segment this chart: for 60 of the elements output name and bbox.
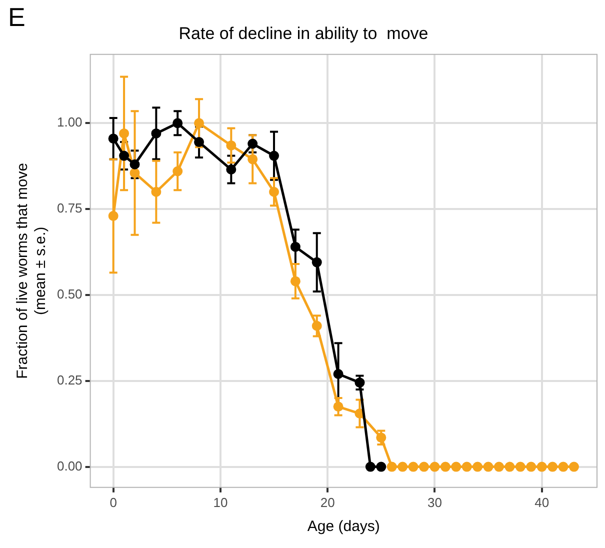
point	[333, 368, 344, 379]
point	[472, 462, 483, 472]
point	[130, 168, 140, 178]
point	[194, 118, 204, 128]
point	[151, 186, 162, 197]
point	[194, 137, 204, 148]
point	[226, 140, 236, 150]
point	[269, 186, 280, 197]
point	[290, 276, 300, 286]
point	[376, 432, 386, 443]
x-tick-label: 10	[213, 494, 228, 510]
point	[119, 128, 130, 138]
x-tick-label: 40	[534, 494, 550, 510]
y-axis-title: Fraction of live worms that move (mean ± s.e.)	[14, 162, 50, 379]
point	[418, 462, 429, 472]
point	[119, 150, 130, 161]
point	[515, 462, 526, 472]
point	[354, 378, 365, 388]
point	[172, 118, 183, 128]
point	[526, 462, 536, 472]
x-axis-title: Age (days)	[307, 518, 380, 536]
y-tick-label: 0.25	[56, 372, 82, 388]
text: E	[8, 2, 26, 33]
point	[108, 210, 118, 221]
y-tick-label: 0.50	[56, 286, 82, 302]
y-tick-label: 1.00	[56, 114, 82, 130]
y-tick-label: 0.00	[56, 458, 82, 474]
point	[130, 159, 140, 170]
point	[398, 462, 408, 472]
point	[172, 166, 183, 176]
x-tick-label: 30	[427, 494, 442, 510]
point	[430, 462, 440, 472]
point	[151, 128, 162, 138]
point	[108, 134, 118, 144]
point	[494, 462, 504, 472]
point	[451, 462, 462, 472]
point	[440, 462, 450, 472]
point	[248, 138, 258, 149]
point	[483, 462, 494, 472]
point	[536, 462, 547, 472]
point	[290, 242, 300, 252]
chart-title: Rate of decline in ability to move	[178, 24, 428, 43]
point	[312, 257, 322, 268]
point	[376, 462, 386, 472]
x-tick-label: 0	[110, 494, 117, 510]
y-tick-label: 0.75	[56, 200, 82, 216]
point	[312, 320, 322, 331]
point	[365, 462, 376, 472]
point	[568, 462, 579, 472]
point	[462, 462, 472, 472]
point	[269, 150, 280, 161]
point	[386, 462, 397, 472]
point	[248, 154, 258, 164]
point	[558, 462, 568, 472]
x-tick-label: 20	[320, 494, 335, 510]
point	[548, 462, 558, 472]
point	[226, 164, 236, 175]
point	[408, 462, 418, 472]
point	[504, 462, 515, 472]
point	[333, 402, 344, 412]
